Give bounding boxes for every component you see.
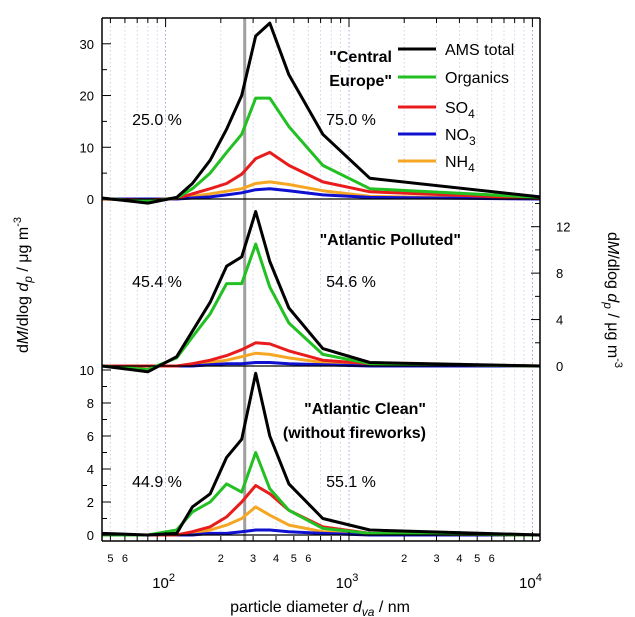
x-axis-title: particle diameter dva / nm bbox=[230, 599, 410, 617]
series-line-ams_total bbox=[101, 371, 541, 537]
panel-title: "Atlantic Polluted" bbox=[320, 232, 461, 249]
y-tick-label: 8 bbox=[87, 396, 94, 411]
legend-label-no3: NO3 bbox=[445, 127, 476, 148]
y-tick-label: 20 bbox=[80, 89, 94, 104]
y-axis-title-right: dM/dlog dp / μg m-3 bbox=[601, 232, 624, 368]
percent-label-left: 25.0 % bbox=[132, 112, 182, 129]
percent-label-left: 45.4 % bbox=[132, 274, 182, 291]
panel-title: "Central bbox=[329, 49, 392, 66]
y-tick-label: 8 bbox=[556, 266, 563, 281]
x-minor-tick-label: 5 bbox=[107, 553, 113, 565]
x-minor-tick-label: 5 bbox=[291, 553, 297, 565]
frame-layer bbox=[101, 17, 541, 542]
series-line-ams_total bbox=[101, 210, 541, 374]
legend-label-organics: Organics bbox=[445, 70, 509, 87]
series-line-organics bbox=[101, 242, 541, 371]
series-line-organics bbox=[102, 451, 541, 537]
x-minor-tick-label: 6 bbox=[489, 553, 495, 565]
series-line-ams_total bbox=[101, 21, 541, 205]
x-minor-tick-label: 3 bbox=[250, 553, 256, 565]
x-minor-tick-label: 4 bbox=[456, 553, 462, 565]
y-tick-label: 4 bbox=[556, 313, 563, 328]
y-axis-title-left: dM/dlog dp / μg m-3 bbox=[12, 217, 35, 353]
y-tick-label: 10 bbox=[80, 363, 94, 378]
panel-title: Europe" bbox=[329, 73, 392, 90]
x-minor-tick-label: 4 bbox=[273, 553, 279, 565]
percent-label-left: 44.9 % bbox=[132, 474, 182, 491]
x-minor-tick-label: 5 bbox=[474, 553, 480, 565]
y-tick-label: 0 bbox=[556, 359, 563, 374]
y-tick-label: 0 bbox=[87, 192, 94, 207]
legend-label-nh4: NH4 bbox=[445, 154, 475, 175]
percent-label-right: 55.1 % bbox=[326, 474, 376, 491]
legend-label-ams_total: AMS total bbox=[445, 42, 514, 59]
panel-title: "Atlantic Clean" bbox=[304, 401, 426, 418]
y-tick-label: 30 bbox=[80, 37, 94, 52]
y-tick-label: 0 bbox=[87, 528, 94, 543]
y-tick-label: 10 bbox=[80, 140, 94, 155]
x-tick-label: 102 bbox=[152, 572, 175, 592]
x-minor-tick-label: 2 bbox=[218, 553, 224, 565]
percent-label-right: 54.6 % bbox=[326, 274, 376, 291]
x-minor-tick-label: 6 bbox=[305, 553, 311, 565]
y-tick-label: 4 bbox=[87, 462, 94, 477]
x-minor-tick-label: 2 bbox=[401, 553, 407, 565]
panel-title: (without fireworks) bbox=[283, 425, 426, 442]
y-tick-label: 2 bbox=[87, 495, 94, 510]
y-tick-label: 12 bbox=[556, 220, 570, 235]
x-minor-tick-label: 6 bbox=[122, 553, 128, 565]
percent-label-right: 75.0 % bbox=[326, 112, 376, 129]
x-tick-label: 104 bbox=[519, 572, 542, 592]
x-tick-label: 103 bbox=[336, 572, 359, 592]
x-minor-tick-label: 3 bbox=[433, 553, 439, 565]
y-tick-label: 6 bbox=[87, 429, 94, 444]
legend-label-so4: SO4 bbox=[445, 100, 475, 121]
